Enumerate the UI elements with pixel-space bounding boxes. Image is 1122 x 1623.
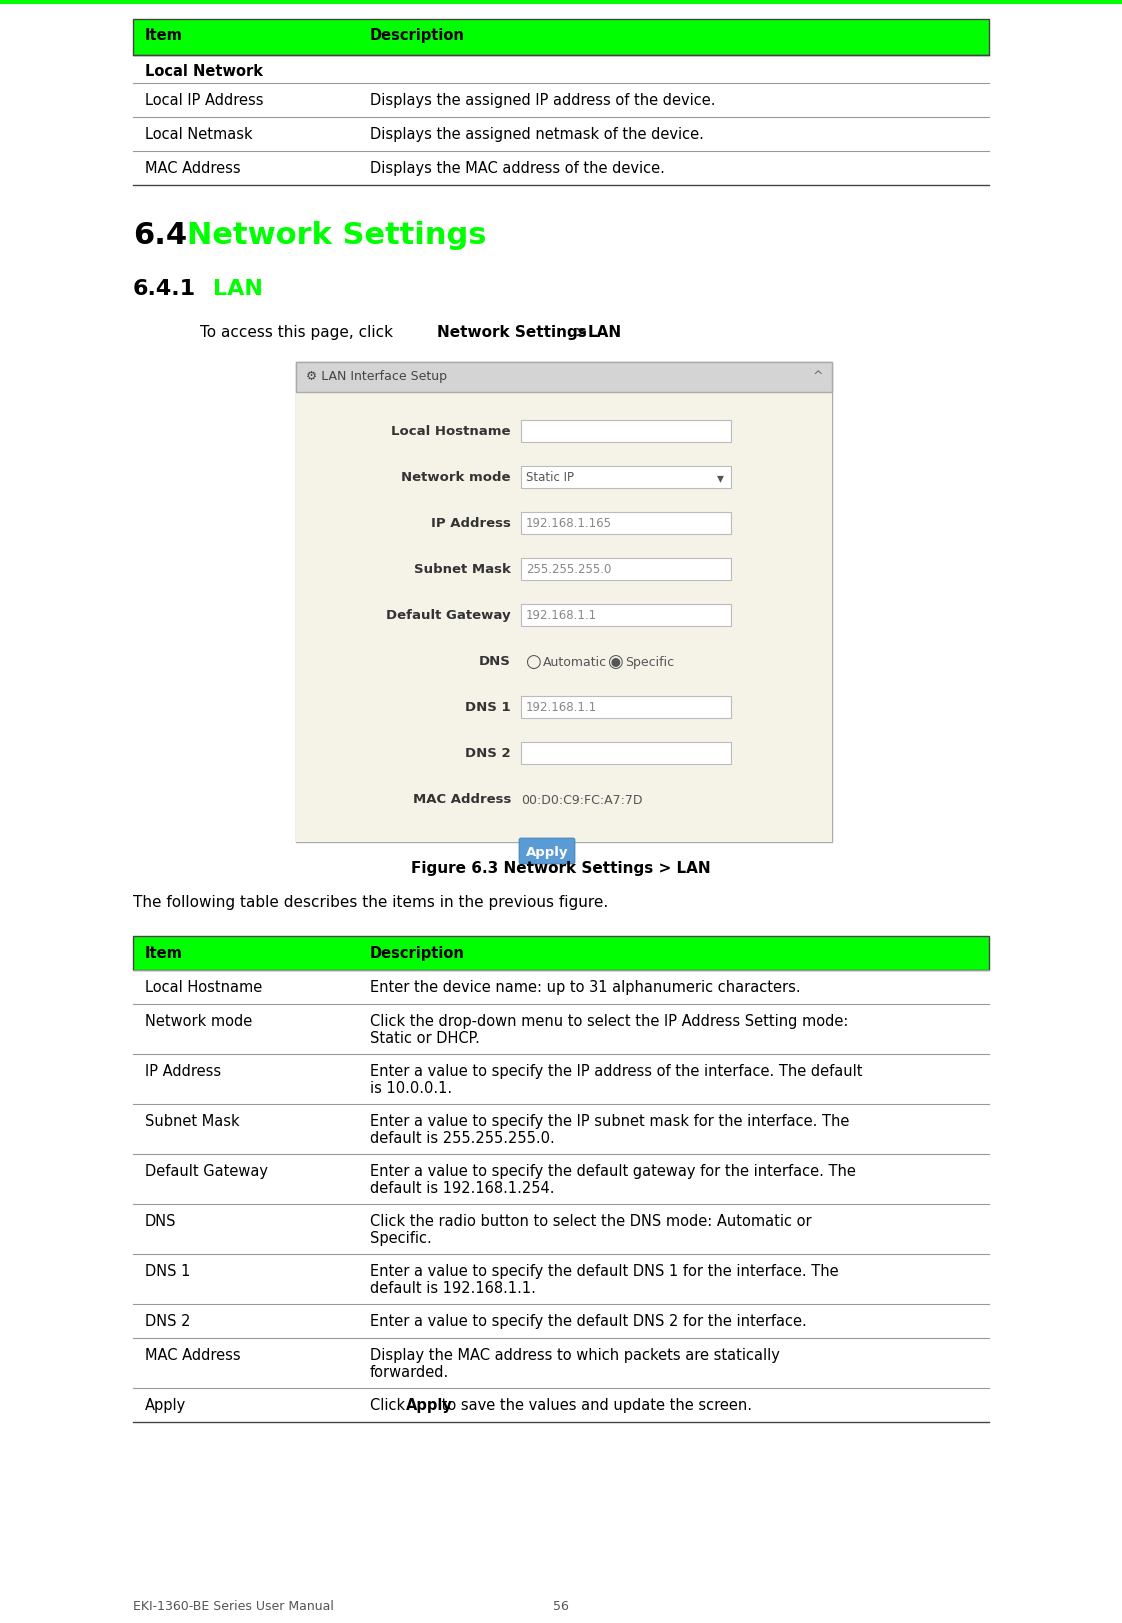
Text: DNS: DNS xyxy=(479,654,511,667)
Text: Default Gateway: Default Gateway xyxy=(145,1164,268,1178)
Text: LAN: LAN xyxy=(213,279,263,299)
Text: LAN: LAN xyxy=(588,325,622,339)
Bar xyxy=(521,513,732,534)
Text: EKI-1360-BE Series User Manual: EKI-1360-BE Series User Manual xyxy=(134,1599,334,1612)
Text: Item: Item xyxy=(145,946,183,961)
Text: default is 192.168.1.1.: default is 192.168.1.1. xyxy=(370,1281,536,1295)
Text: The following table describes the items in the previous figure.: The following table describes the items … xyxy=(134,894,608,909)
Text: Displays the MAC address of the device.: Displays the MAC address of the device. xyxy=(370,161,665,175)
Text: 56: 56 xyxy=(553,1599,569,1612)
Bar xyxy=(296,364,833,842)
Text: >: > xyxy=(570,325,592,339)
Bar xyxy=(521,743,732,764)
Text: Enter a value to specify the default DNS 1 for the interface. The: Enter a value to specify the default DNS… xyxy=(370,1263,838,1279)
Text: 192.168.1.165: 192.168.1.165 xyxy=(526,516,611,529)
Text: Enter a value to specify the IP subnet mask for the interface. The: Enter a value to specify the IP subnet m… xyxy=(370,1113,849,1128)
Text: Local Hostname: Local Hostname xyxy=(392,425,511,438)
Text: Local Network: Local Network xyxy=(145,63,263,80)
Text: Displays the assigned netmask of the device.: Displays the assigned netmask of the dev… xyxy=(370,127,703,141)
Text: .: . xyxy=(614,325,619,339)
Text: 6.4.1: 6.4.1 xyxy=(134,279,196,299)
Text: Figure 6.3 Network Settings > LAN: Figure 6.3 Network Settings > LAN xyxy=(411,860,711,875)
Bar xyxy=(296,393,833,842)
Bar xyxy=(134,936,988,971)
Text: Specific.: Specific. xyxy=(370,1230,432,1245)
Text: forwarded.: forwarded. xyxy=(370,1365,449,1380)
Text: 255.255.255.0: 255.255.255.0 xyxy=(526,563,611,576)
Text: Static or DHCP.: Static or DHCP. xyxy=(370,1031,480,1045)
Text: Local Hostname: Local Hostname xyxy=(145,979,263,995)
Text: DNS 1: DNS 1 xyxy=(466,701,511,714)
Text: IP Address: IP Address xyxy=(431,516,511,529)
Text: default is 192.168.1.254.: default is 192.168.1.254. xyxy=(370,1180,554,1195)
Text: Specific: Specific xyxy=(625,656,674,669)
Text: Enter the device name: up to 31 alphanumeric characters.: Enter the device name: up to 31 alphanum… xyxy=(370,979,801,995)
Text: Description: Description xyxy=(370,946,465,961)
Text: 192.168.1.1: 192.168.1.1 xyxy=(526,701,597,714)
Text: Apply: Apply xyxy=(145,1397,186,1412)
Text: Click the drop-down menu to select the IP Address Setting mode:: Click the drop-down menu to select the I… xyxy=(370,1013,848,1029)
Text: Local IP Address: Local IP Address xyxy=(145,93,264,109)
Text: Item: Item xyxy=(145,28,183,42)
Text: Subnet Mask: Subnet Mask xyxy=(414,563,511,576)
Text: IP Address: IP Address xyxy=(145,1063,221,1078)
Text: Subnet Mask: Subnet Mask xyxy=(145,1113,240,1128)
Text: ^: ^ xyxy=(812,370,824,383)
Text: Network mode: Network mode xyxy=(402,471,511,484)
Text: DNS 2: DNS 2 xyxy=(466,747,511,760)
Text: Click: Click xyxy=(370,1397,410,1412)
Text: Apply: Apply xyxy=(526,846,568,859)
Text: Default Gateway: Default Gateway xyxy=(386,609,511,622)
Text: Automatic: Automatic xyxy=(543,656,607,669)
Text: Static IP: Static IP xyxy=(526,471,574,484)
Text: Click the radio button to select the DNS mode: Automatic or: Click the radio button to select the DNS… xyxy=(370,1214,811,1229)
Bar xyxy=(521,420,732,443)
Bar xyxy=(521,467,732,489)
Text: Enter a value to specify the default gateway for the interface. The: Enter a value to specify the default gat… xyxy=(370,1164,856,1178)
Text: ◉: ◉ xyxy=(607,652,623,670)
Text: 00:D0:C9:FC:A7:7D: 00:D0:C9:FC:A7:7D xyxy=(521,794,643,807)
Text: Network Settings: Network Settings xyxy=(187,221,487,250)
Bar xyxy=(0,0,1122,5)
Text: MAC Address: MAC Address xyxy=(145,161,240,175)
Text: Enter a value to specify the default DNS 2 for the interface.: Enter a value to specify the default DNS… xyxy=(370,1313,807,1328)
Text: is 10.0.0.1.: is 10.0.0.1. xyxy=(370,1081,452,1096)
Bar xyxy=(134,19,988,55)
Text: ⚙ LAN Interface Setup: ⚙ LAN Interface Setup xyxy=(306,370,447,383)
Text: Network Settings: Network Settings xyxy=(436,325,587,339)
Text: To access this page, click: To access this page, click xyxy=(200,325,398,339)
Text: MAC Address: MAC Address xyxy=(413,792,511,805)
Text: ▾: ▾ xyxy=(717,471,724,485)
Text: DNS: DNS xyxy=(145,1214,176,1229)
Text: Network mode: Network mode xyxy=(145,1013,252,1029)
Text: Local Netmask: Local Netmask xyxy=(145,127,252,141)
Text: Enter a value to specify the IP address of the interface. The default: Enter a value to specify the IP address … xyxy=(370,1063,863,1078)
Text: Description: Description xyxy=(370,28,465,42)
Text: Display the MAC address to which packets are statically: Display the MAC address to which packets… xyxy=(370,1347,780,1362)
Text: DNS 2: DNS 2 xyxy=(145,1313,191,1328)
Bar xyxy=(521,696,732,719)
Bar xyxy=(521,558,732,581)
Text: Displays the assigned IP address of the device.: Displays the assigned IP address of the … xyxy=(370,93,716,109)
Text: 192.168.1.1: 192.168.1.1 xyxy=(526,609,597,622)
Text: to save the values and update the screen.: to save the values and update the screen… xyxy=(438,1397,753,1412)
Bar xyxy=(296,364,833,393)
FancyBboxPatch shape xyxy=(519,839,574,865)
Text: DNS 1: DNS 1 xyxy=(145,1263,191,1279)
Text: ○: ○ xyxy=(525,652,541,670)
Text: 6.4: 6.4 xyxy=(134,221,187,250)
Text: default is 255.255.255.0.: default is 255.255.255.0. xyxy=(370,1130,554,1146)
Text: Apply: Apply xyxy=(406,1397,453,1412)
Text: MAC Address: MAC Address xyxy=(145,1347,240,1362)
Bar xyxy=(521,605,732,626)
